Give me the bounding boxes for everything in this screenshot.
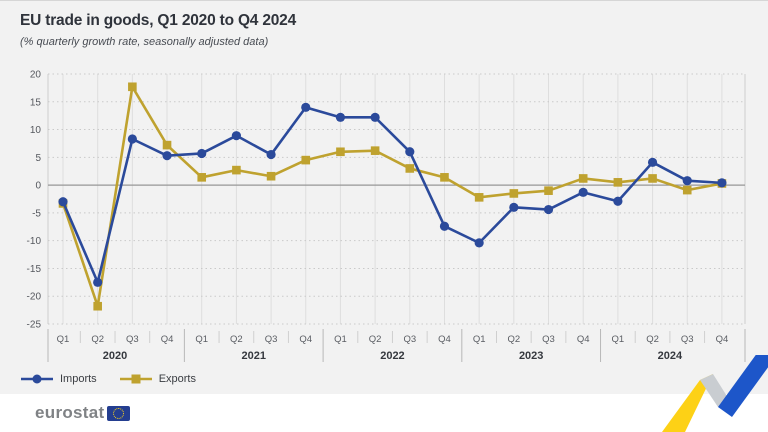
series-imports <box>58 102 727 287</box>
imports-point <box>370 112 380 122</box>
svg-text:Q4: Q4 <box>577 334 590 345</box>
exports-point <box>509 189 519 198</box>
exports-point <box>301 155 311 165</box>
svg-text:Q1: Q1 <box>334 334 347 345</box>
exports-point <box>370 146 380 155</box>
svg-text:-15: -15 <box>27 264 42 275</box>
exports-point <box>336 147 345 157</box>
svg-text:Q3: Q3 <box>126 334 139 345</box>
svg-text:Q3: Q3 <box>403 334 416 345</box>
exports-point <box>613 178 623 187</box>
imports-point <box>405 147 415 157</box>
exports-point <box>648 174 657 183</box>
exports-line-marker-icon <box>119 374 152 384</box>
svg-text:Q2: Q2 <box>646 334 659 345</box>
imports-point <box>682 176 692 186</box>
svg-text:Q1: Q1 <box>57 334 70 345</box>
svg-text:Q1: Q1 <box>612 334 625 345</box>
chart-grid <box>47 73 746 325</box>
x-axis-labels: Q1 Q2 Q3 Q4 Q1 Q2 Q3 Q4 Q1 Q2 Q3 Q4 Q1 Q2 Q3 Q4 Q1 Q2 Q3 Q4… <box>47 329 746 362</box>
svg-text:2020: 2020 <box>103 350 127 362</box>
exports-point <box>544 186 553 195</box>
svg-text:Q3: Q3 <box>542 334 555 345</box>
footer-bar: eurostat <box>0 394 768 432</box>
imports-point <box>162 151 172 161</box>
svg-text:Q2: Q2 <box>230 334 243 345</box>
svg-text:Q1: Q1 <box>195 334 208 345</box>
page-subtitle: (% quarterly growth rate, seasonally adj… <box>20 36 269 48</box>
imports-point <box>58 197 68 207</box>
svg-text:20: 20 <box>30 70 42 81</box>
imports-point <box>231 131 241 141</box>
svg-text:Q3: Q3 <box>265 334 278 345</box>
svg-text:0: 0 <box>35 181 41 192</box>
eu-stars-icon <box>113 408 125 419</box>
legend-item-exports: Exports <box>119 373 196 385</box>
svg-text:2023: 2023 <box>519 350 543 362</box>
svg-text:Q4: Q4 <box>299 334 312 345</box>
exports-point <box>405 164 415 173</box>
exports-point <box>266 171 276 181</box>
y-axis-labels: -25 -20 -15 -10 -5 0 5 10 15 20 <box>27 70 42 331</box>
imports-point <box>266 149 276 160</box>
legend-label-exports: Exports <box>158 373 196 385</box>
exports-point <box>128 82 137 92</box>
exports-point <box>578 174 588 183</box>
legend-label-imports: Imports <box>60 373 97 385</box>
eurostat-logo: eurostat <box>35 403 131 423</box>
series-exports <box>58 82 727 311</box>
imports-point <box>509 202 519 212</box>
svg-text:Q3: Q3 <box>681 334 694 345</box>
imports-point <box>127 134 137 144</box>
imports-point <box>647 157 658 167</box>
imports-line-marker-icon <box>21 374 53 384</box>
imports-point <box>93 277 103 287</box>
svg-text:15: 15 <box>30 97 42 108</box>
exports-point <box>474 193 484 202</box>
imports-point <box>439 221 450 231</box>
trend-motif-icon <box>662 355 768 432</box>
exports-point <box>682 185 692 195</box>
svg-text:Q4: Q4 <box>438 334 451 345</box>
legend-item-imports: Imports <box>20 373 97 385</box>
imports-point <box>335 112 346 122</box>
svg-text:Q2: Q2 <box>507 334 520 345</box>
exports-point <box>440 173 449 182</box>
svg-text:Q1: Q1 <box>473 334 486 345</box>
imports-point <box>613 196 623 206</box>
svg-text:5: 5 <box>35 153 41 164</box>
svg-text:Q2: Q2 <box>369 334 382 345</box>
exports-point <box>197 173 207 182</box>
svg-text:-10: -10 <box>27 236 42 247</box>
imports-point <box>301 102 311 112</box>
svg-text:10: 10 <box>30 125 42 136</box>
svg-text:-25: -25 <box>27 320 42 331</box>
imports-point <box>197 148 207 159</box>
exports-point <box>162 140 172 150</box>
svg-text:Q4: Q4 <box>716 334 729 345</box>
page-title: EU trade in goods, Q1 2020 to Q4 2024 <box>20 12 297 29</box>
svg-text:2021: 2021 <box>241 350 265 362</box>
imports-point <box>717 178 727 188</box>
svg-text:2024: 2024 <box>658 350 683 362</box>
svg-text:-5: -5 <box>32 208 41 219</box>
imports-point <box>543 204 554 215</box>
svg-text:Q2: Q2 <box>91 334 104 345</box>
chart-legend: Imports Exports <box>20 373 196 385</box>
imports-point <box>474 238 484 248</box>
imports-point <box>578 187 588 197</box>
exports-point <box>232 165 241 175</box>
svg-text:Q4: Q4 <box>161 334 174 345</box>
exports-point <box>93 301 102 311</box>
eurostat-logo-text: eurostat <box>35 403 105 422</box>
eu-flag-icon <box>107 405 131 421</box>
svg-text:-20: -20 <box>27 292 42 303</box>
svg-text:2022: 2022 <box>380 350 404 362</box>
